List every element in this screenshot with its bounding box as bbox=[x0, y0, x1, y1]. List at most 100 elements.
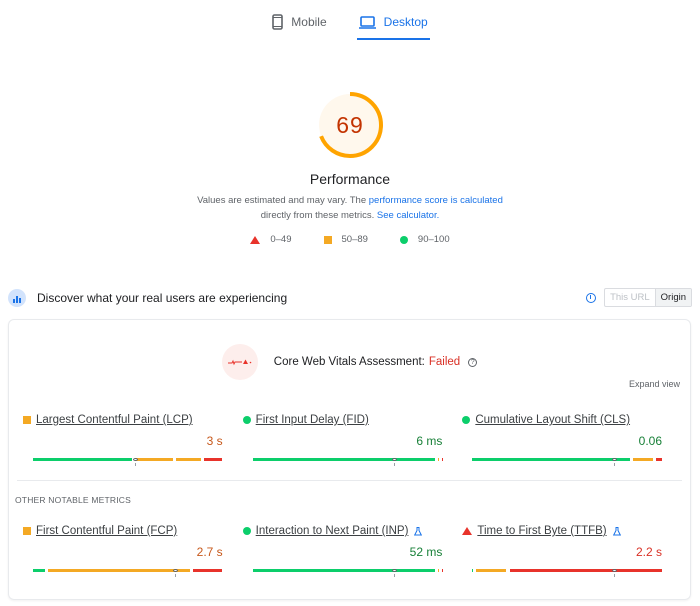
distribution-bar bbox=[33, 569, 223, 577]
percentile-marker bbox=[172, 569, 178, 577]
bar-segment bbox=[252, 458, 436, 461]
metric-value: 0.06 bbox=[638, 434, 663, 448]
expand-view-button[interactable]: Expand view bbox=[628, 379, 680, 389]
score-note: Values are estimated and may vary. The p… bbox=[0, 193, 700, 223]
legend-fail: 0–49 bbox=[250, 234, 292, 245]
tab-desktop-label: Desktop bbox=[383, 15, 428, 29]
fail-triangle-icon bbox=[462, 527, 473, 535]
tab-mobile[interactable]: Mobile bbox=[270, 12, 328, 40]
metric-fid: First Input Delay (FID) 6 ms bbox=[242, 412, 463, 466]
bar-segment bbox=[204, 458, 222, 461]
metric-value: 52 ms bbox=[409, 545, 443, 559]
lab-flask-icon bbox=[414, 526, 423, 535]
other-metrics-row: First Contentful Paint (FCP) 2.7 s Inter… bbox=[23, 523, 682, 577]
metric-name-link[interactable]: Cumulative Layout Shift (CLS) bbox=[475, 414, 631, 426]
metric-name-link[interactable]: Largest Contentful Paint (LCP) bbox=[36, 414, 193, 426]
help-icon[interactable]: ? bbox=[468, 357, 478, 367]
core-metrics-row: Largest Contentful Paint (LCP) 3 s First… bbox=[23, 412, 682, 466]
distribution-bar bbox=[472, 458, 662, 466]
cwv-status: Failed bbox=[428, 356, 461, 368]
metric-value: 6 ms bbox=[416, 434, 443, 448]
metric-name-link[interactable]: First Contentful Paint (FCP) bbox=[36, 525, 178, 537]
bar-segment bbox=[472, 569, 474, 572]
metric-name-link[interactable]: Interaction to Next Paint (INP) bbox=[255, 525, 409, 537]
metric-name-link[interactable]: First Input Delay (FID) bbox=[255, 414, 369, 426]
average-square-icon bbox=[23, 527, 31, 535]
percentile-marker bbox=[392, 569, 398, 577]
percentile-marker bbox=[612, 569, 618, 577]
metric-fcp: First Contentful Paint (FCP) 2.7 s bbox=[23, 523, 243, 577]
bar-segment bbox=[438, 569, 440, 572]
performance-label: Performance bbox=[309, 171, 391, 187]
laptop-icon bbox=[358, 15, 376, 29]
bar-segment bbox=[441, 569, 443, 572]
users-chart-icon bbox=[8, 288, 26, 307]
failed-assessment-icon bbox=[221, 344, 258, 380]
pass-circle-icon bbox=[242, 527, 251, 535]
legend-average-range: 50–89 bbox=[341, 234, 368, 245]
metric-inp: Interaction to Next Paint (INP) 52 ms bbox=[242, 523, 463, 577]
performance-gauge-section: 69 Performance bbox=[0, 90, 700, 187]
cwv-assessment: Core Web Vitals Assessment: Failed ? bbox=[9, 344, 690, 380]
origin-button[interactable]: Origin bbox=[654, 289, 691, 306]
tab-desktop[interactable]: Desktop bbox=[356, 12, 430, 40]
bar-segment bbox=[252, 569, 436, 572]
bar-segment bbox=[193, 569, 223, 572]
smartphone-icon bbox=[272, 14, 284, 30]
legend-pass-range: 90–100 bbox=[417, 234, 450, 245]
triangle-icon bbox=[250, 235, 261, 244]
bar-segment bbox=[655, 458, 662, 461]
bar-segment bbox=[176, 458, 202, 461]
this-url-button[interactable]: This URL bbox=[610, 292, 650, 303]
percentile-marker bbox=[612, 458, 618, 466]
distribution-bar bbox=[472, 569, 662, 577]
distribution-bar bbox=[252, 458, 443, 466]
section-divider bbox=[17, 480, 682, 481]
cwv-label: Core Web Vitals Assessment: bbox=[273, 356, 425, 368]
legend-fail-range: 0–49 bbox=[270, 234, 292, 245]
metric-lcp: Largest Contentful Paint (LCP) 3 s bbox=[23, 412, 243, 466]
bar-segment bbox=[33, 458, 132, 461]
score-legend: 0–49 50–89 90–100 bbox=[0, 234, 700, 245]
bar-segment bbox=[475, 569, 507, 572]
performance-score: 69 bbox=[336, 111, 364, 138]
percentile-marker bbox=[392, 458, 398, 466]
bar-segment bbox=[472, 458, 631, 461]
note-text-1: Values are estimated and may vary. The bbox=[197, 195, 369, 206]
bar-segment bbox=[509, 569, 662, 572]
metric-value: 2.7 s bbox=[196, 545, 223, 559]
device-tabs: Mobile Desktop bbox=[0, 12, 700, 40]
pass-circle-icon bbox=[462, 416, 471, 424]
core-web-vitals-card: Core Web Vitals Assessment: Failed ? Exp… bbox=[8, 319, 691, 600]
other-metrics-label: OTHER NOTABLE METRICS bbox=[15, 495, 131, 505]
distribution-bar bbox=[33, 458, 223, 466]
pass-circle-icon bbox=[242, 416, 251, 424]
bar-segment bbox=[441, 458, 443, 461]
lab-flask-icon bbox=[612, 526, 621, 535]
bar-segment bbox=[33, 569, 45, 572]
metric-value: 3 s bbox=[206, 434, 223, 448]
note-text-2: directly from these metrics. bbox=[260, 210, 377, 221]
tab-mobile-label: Mobile bbox=[291, 15, 327, 29]
distribution-bar bbox=[252, 569, 443, 577]
see-calculator-link[interactable]: See calculator. bbox=[376, 210, 440, 221]
bar-segment bbox=[47, 569, 191, 572]
url-origin-toggle: This URL Origin bbox=[604, 288, 692, 307]
square-icon bbox=[323, 235, 332, 244]
metric-name-link[interactable]: Time to First Byte (TTFB) bbox=[477, 525, 607, 537]
metric-value: 2.2 s bbox=[636, 545, 663, 559]
metric-ttfb: Time to First Byte (TTFB) 2.2 s bbox=[462, 523, 682, 577]
legend-average: 50–89 bbox=[323, 234, 368, 245]
legend-pass: 90–100 bbox=[399, 234, 450, 245]
circle-icon bbox=[399, 235, 408, 244]
score-calculation-link[interactable]: performance score is calculated bbox=[368, 195, 503, 206]
bar-segment bbox=[438, 458, 440, 461]
bar-segment bbox=[135, 458, 174, 461]
field-data-header: Discover what your real users are experi… bbox=[8, 288, 692, 307]
average-square-icon bbox=[23, 416, 31, 424]
metric-cls: Cumulative Layout Shift (CLS) 0.06 bbox=[462, 412, 682, 466]
bar-segment bbox=[633, 458, 653, 461]
performance-gauge: 69 bbox=[315, 90, 385, 160]
info-icon[interactable] bbox=[586, 292, 597, 303]
percentile-marker bbox=[132, 458, 138, 466]
